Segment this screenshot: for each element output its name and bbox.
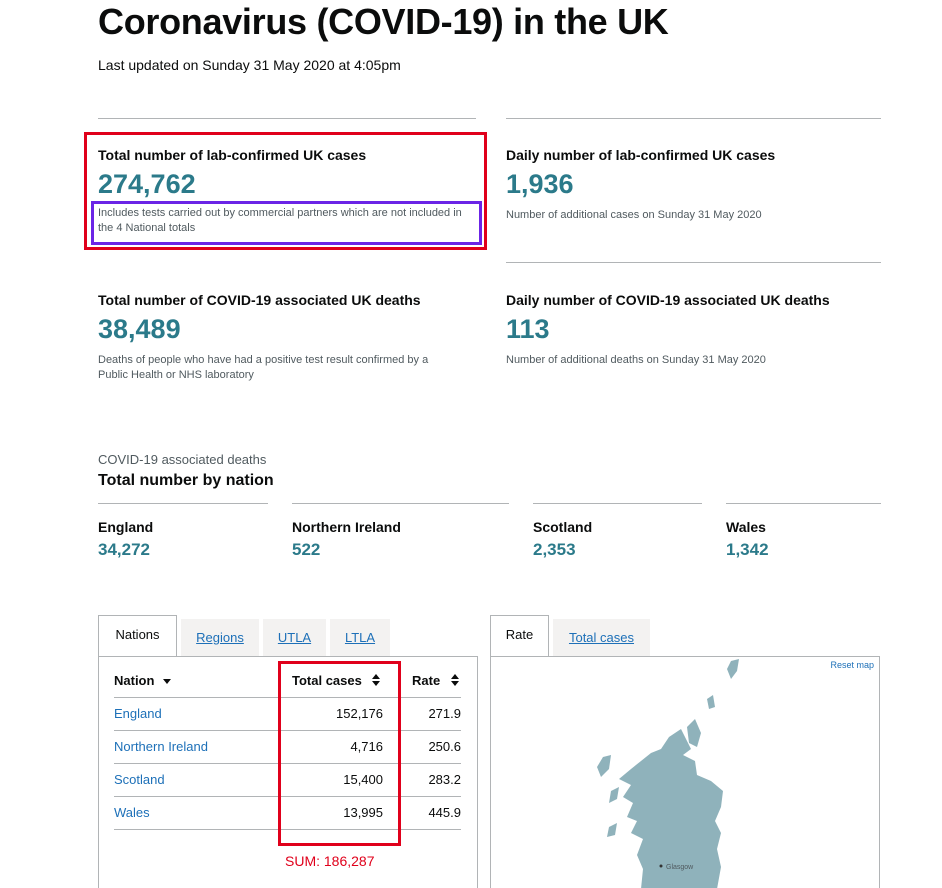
table-row: Wales 13,995 445.9 [114, 805, 461, 823]
table-row: Scotland 15,400 283.2 [114, 772, 461, 790]
card-note: Number of additional cases on Sunday 31 … [506, 209, 762, 221]
column-header-label: Total cases [292, 673, 362, 688]
nation-link[interactable]: Northern Ireland [114, 739, 208, 754]
tab-total-cases[interactable]: Total cases [553, 619, 650, 657]
tab-regions[interactable]: Regions [181, 619, 259, 657]
total-cases-cell: 4,716 [350, 739, 383, 754]
nation-link[interactable]: Scotland [114, 772, 165, 787]
divider [114, 697, 461, 698]
card-note: Deaths of people who have had a positive… [98, 354, 429, 381]
nation-value: 522 [292, 540, 321, 559]
sort-descending-icon [163, 679, 172, 684]
card-value: 1,936 [506, 169, 574, 199]
highlight-box-red [84, 132, 487, 250]
highlight-box-purple [91, 201, 482, 245]
nation-name: Scotland [533, 519, 593, 535]
divider [506, 118, 881, 119]
card-heading: Daily number of COVID-19 associated UK d… [506, 292, 830, 308]
nation-value: 1,342 [726, 540, 769, 559]
section-caption: COVID-19 associated deaths [98, 452, 267, 467]
nation-value: 34,272 [98, 540, 150, 559]
divider [98, 503, 268, 504]
divider [292, 503, 509, 504]
tab-nations[interactable]: Nations [98, 615, 177, 657]
page-title: Coronavirus (COVID-19) in the UK [98, 1, 669, 42]
card-note: Number of additional deaths on Sunday 31… [506, 354, 766, 366]
divider [533, 503, 702, 504]
table-row: Northern Ireland 4,716 250.6 [114, 739, 461, 757]
nation-name: Northern Ireland [292, 519, 401, 535]
map-panel[interactable]: Reset map Glasgow [490, 656, 880, 888]
total-cases-cell: 13,995 [343, 805, 383, 820]
divider [114, 763, 461, 764]
rate-cell: 271.9 [428, 706, 461, 721]
column-header-label: Rate [412, 673, 441, 688]
column-header-total-cases[interactable]: Total cases [292, 673, 381, 688]
reset-map-link[interactable]: Reset map [830, 660, 874, 670]
nation-england: England 34,272 [98, 519, 153, 560]
scotland-map: Glasgow [597, 659, 739, 888]
divider [98, 118, 476, 119]
divider [114, 796, 461, 797]
column-header-nation[interactable]: Nation [114, 673, 172, 688]
divider [506, 262, 881, 263]
total-cases-cell: 15,400 [343, 772, 383, 787]
highlight-box-red [278, 661, 401, 846]
total-cases-cell: 152,176 [336, 706, 383, 721]
column-header-label: Nation [114, 673, 155, 688]
rate-cell: 445.9 [428, 805, 461, 820]
card-note: Includes tests carried out by commercial… [98, 207, 462, 234]
table-panel [98, 656, 478, 888]
daily-cases-card: Daily number of lab-confirmed UK cases 1… [506, 146, 881, 223]
divider [726, 503, 881, 504]
nation-link[interactable]: England [114, 706, 162, 721]
sort-icon [450, 674, 459, 686]
tab-rate[interactable]: Rate [490, 615, 549, 657]
divider [114, 829, 461, 830]
nation-scotland: Scotland 2,353 [533, 519, 592, 560]
map-place-label: Glasgow [666, 864, 694, 871]
divider [114, 730, 461, 731]
card-heading: Total number of lab-confirmed UK cases [98, 147, 367, 163]
column-header-rate[interactable]: Rate [412, 673, 460, 688]
nation-northern-ireland: Northern Ireland 522 [292, 519, 401, 560]
nation-value: 2,353 [533, 540, 576, 559]
nation-link[interactable]: Wales [114, 805, 150, 820]
nation-name: England [98, 519, 154, 535]
card-value: 274,762 [98, 169, 196, 199]
last-updated: Last updated on Sunday 31 May 2020 at 4:… [98, 57, 401, 73]
table-row: England 152,176 271.9 [114, 706, 461, 724]
total-deaths-card: Total number of COVID-19 associated UK d… [98, 291, 476, 383]
card-value: 113 [506, 314, 550, 344]
sort-icon [372, 674, 381, 686]
card-heading: Total number of COVID-19 associated UK d… [98, 292, 421, 308]
daily-deaths-card: Daily number of COVID-19 associated UK d… [506, 291, 881, 368]
card-heading: Daily number of lab-confirmed UK cases [506, 147, 776, 163]
card-value: 38,489 [98, 314, 181, 344]
rate-cell: 250.6 [428, 739, 461, 754]
section-heading: Total number by nation [98, 472, 274, 489]
tab-utla[interactable]: UTLA [263, 619, 326, 657]
total-cases-card: Total number of lab-confirmed UK cases 2… [98, 146, 476, 200]
nation-wales: Wales 1,342 [726, 519, 769, 560]
nation-name: Wales [726, 519, 766, 535]
rate-cell: 283.2 [428, 772, 461, 787]
sum-annotation: SUM: 186,287 [285, 853, 375, 869]
tab-ltla[interactable]: LTLA [330, 619, 390, 657]
